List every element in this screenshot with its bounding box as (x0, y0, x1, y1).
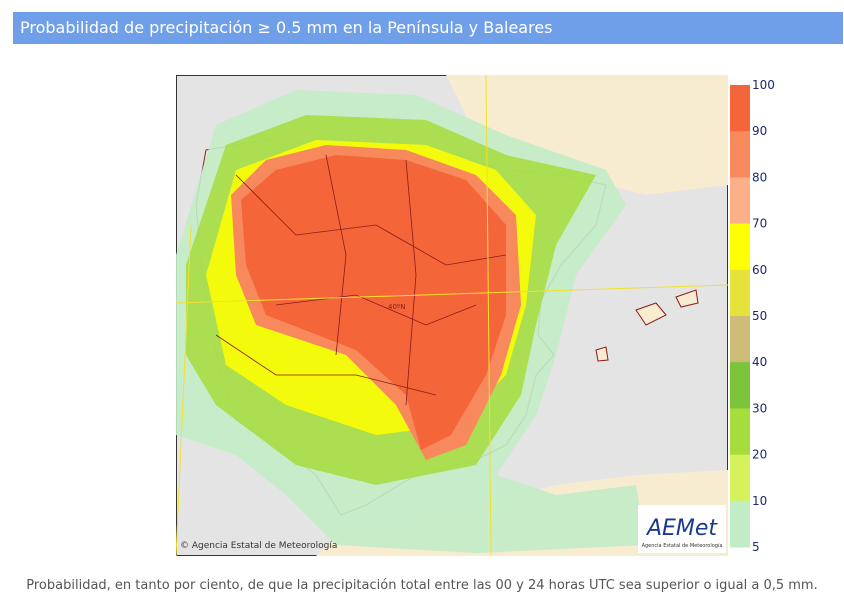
legend-tick-label: 100 (752, 78, 775, 92)
legend-swatch (730, 223, 750, 271)
legend-swatch (730, 500, 750, 548)
legend-tick-label: 40 (752, 355, 767, 369)
legend-tick-label: 20 (752, 448, 767, 462)
legend-tick-label: 5 (752, 540, 760, 554)
map: 40ºN © Agencia Estatal de Meteorología A… (176, 75, 728, 556)
legend-tick-label: 10 (752, 494, 767, 508)
logo: AEMet (645, 516, 718, 541)
legend-swatch (730, 454, 750, 502)
logo-sub: Agencia Estatal de Meteorología (642, 542, 723, 549)
legend-swatch (730, 177, 750, 225)
baleares (595, 289, 699, 362)
legend-swatch (730, 362, 750, 409)
legend-tick-label: 30 (752, 401, 767, 415)
caption: Probabilidad, en tanto por ciento, de qu… (26, 578, 818, 593)
borders (215, 154, 507, 406)
legend-swatch (730, 85, 750, 132)
legend-swatch (730, 408, 750, 456)
legend-tick-label: 90 (752, 124, 767, 138)
logo-box (638, 505, 726, 553)
legend-swatch (730, 269, 750, 317)
map-credit: © Agencia Estatal de Meteorología (180, 541, 337, 551)
lat-label: 40ºN (388, 303, 405, 311)
legend: 100 90 80 70 60 50 40 30 20 10 5 (730, 78, 775, 554)
legend-tick-label: 80 (752, 170, 767, 184)
graticule (176, 75, 728, 556)
legend-swatch (730, 316, 750, 363)
title-bar: Probabilidad de precipitación ≥ 0.5 mm e… (13, 12, 843, 44)
legend-tick-label: 70 (752, 217, 767, 231)
legend-tick-label: 50 (752, 309, 767, 323)
legend-tick-label: 60 (752, 263, 767, 277)
legend-swatch (730, 131, 750, 178)
